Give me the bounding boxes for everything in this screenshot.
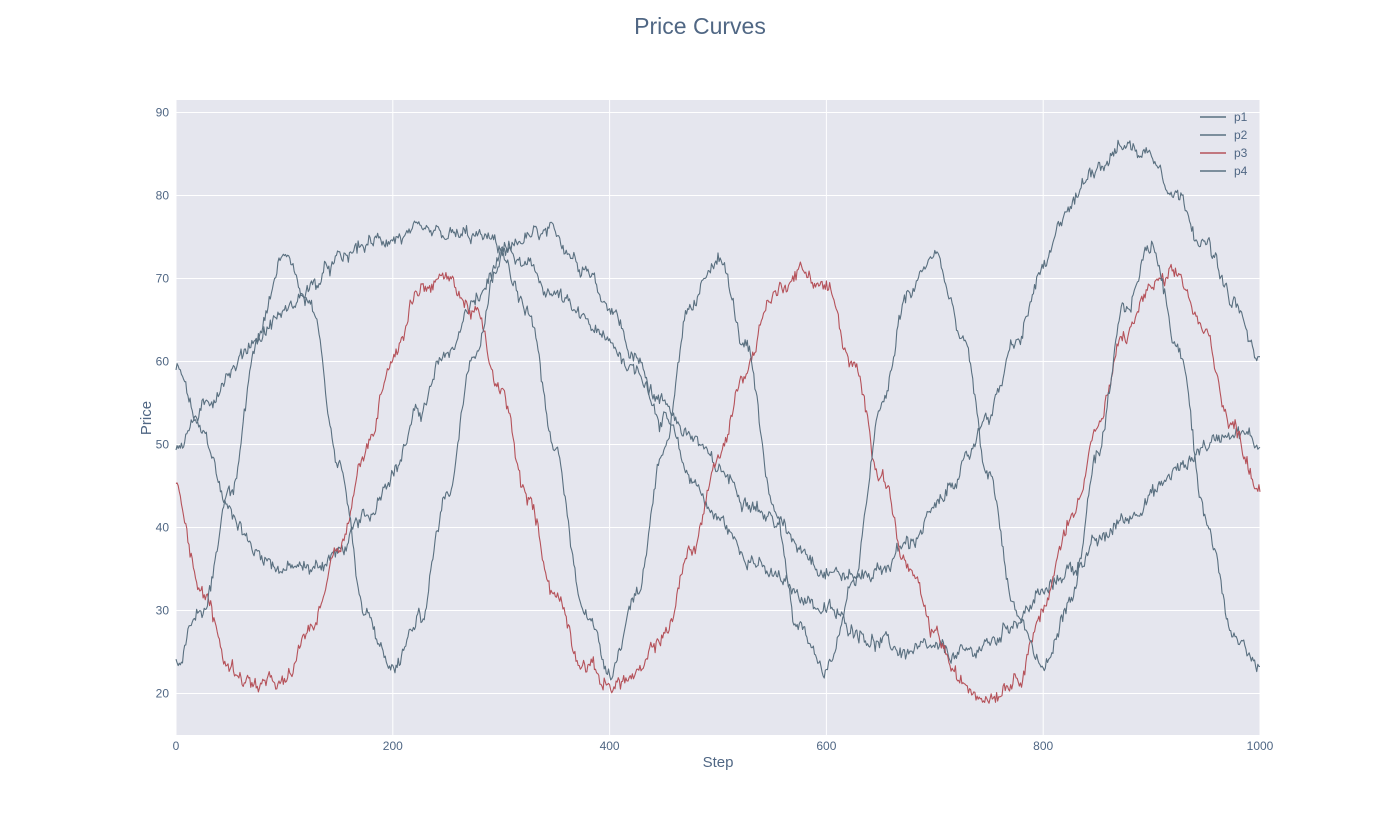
legend-label-p3: p3	[1234, 146, 1248, 160]
x-axis-ticks: 0 200 400 600 800 1000	[173, 739, 1274, 753]
y-axis-title: Price	[138, 401, 155, 435]
series-line-p2	[175, 139, 1261, 583]
chart-title: Price Curves	[634, 13, 766, 39]
x-tick-label: 800	[1033, 739, 1053, 753]
series-lines	[175, 139, 1261, 704]
y-tick-label: 20	[156, 686, 170, 700]
x-axis-title: Step	[703, 754, 734, 771]
series-line-p3	[175, 261, 1261, 704]
grid-lines	[175, 100, 1261, 735]
x-tick-label: 400	[600, 739, 620, 753]
legend-label-p4: p4	[1234, 164, 1248, 178]
y-tick-label: 80	[156, 188, 170, 202]
x-tick-label: 0	[173, 739, 180, 753]
y-tick-label: 30	[156, 603, 170, 617]
series-line-p4	[175, 240, 1261, 681]
legend-label-p1: p1	[1234, 110, 1248, 124]
x-tick-label: 200	[383, 739, 403, 753]
y-tick-label: 50	[156, 437, 170, 451]
legend: p1 p2 p3 p4	[1200, 110, 1248, 178]
plot-area	[176, 100, 1260, 735]
legend-label-p2: p2	[1234, 128, 1248, 142]
y-tick-label: 60	[156, 354, 170, 368]
x-tick-label: 1000	[1247, 739, 1274, 753]
y-tick-label: 70	[156, 271, 170, 285]
x-tick-label: 600	[816, 739, 836, 753]
y-tick-label: 90	[156, 105, 170, 119]
y-axis-ticks: 20 30 40 50 60 70 80 90	[156, 105, 170, 700]
y-tick-label: 40	[156, 520, 170, 534]
series-line-p1	[175, 221, 1261, 664]
